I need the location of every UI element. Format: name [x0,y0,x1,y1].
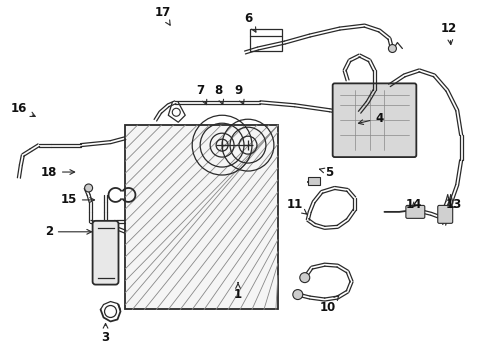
Circle shape [300,273,310,283]
Text: 10: 10 [319,296,339,314]
Text: 18: 18 [41,166,74,179]
Text: 7: 7 [196,84,207,105]
Text: 16: 16 [11,102,35,116]
Text: 12: 12 [441,22,457,45]
Text: 6: 6 [244,12,256,32]
Text: 4: 4 [359,112,384,125]
Text: 11: 11 [287,198,307,214]
Text: 17: 17 [154,6,171,25]
Text: 5: 5 [319,166,334,179]
Circle shape [85,184,93,192]
Circle shape [389,45,396,53]
Bar [250,28,282,50]
Bar [308,177,319,185]
Text: 13: 13 [446,198,462,211]
Text: 1: 1 [234,283,242,301]
FancyBboxPatch shape [406,206,425,219]
Circle shape [293,289,303,300]
Text: 9: 9 [234,84,244,104]
Text: 2: 2 [45,225,92,238]
FancyBboxPatch shape [438,206,453,223]
Text: 3: 3 [101,324,110,344]
Text: 8: 8 [214,84,223,104]
FancyBboxPatch shape [93,221,119,285]
Text: 14: 14 [406,198,422,211]
Text: 15: 15 [60,193,95,206]
FancyBboxPatch shape [333,84,416,157]
Bar [125,125,278,310]
